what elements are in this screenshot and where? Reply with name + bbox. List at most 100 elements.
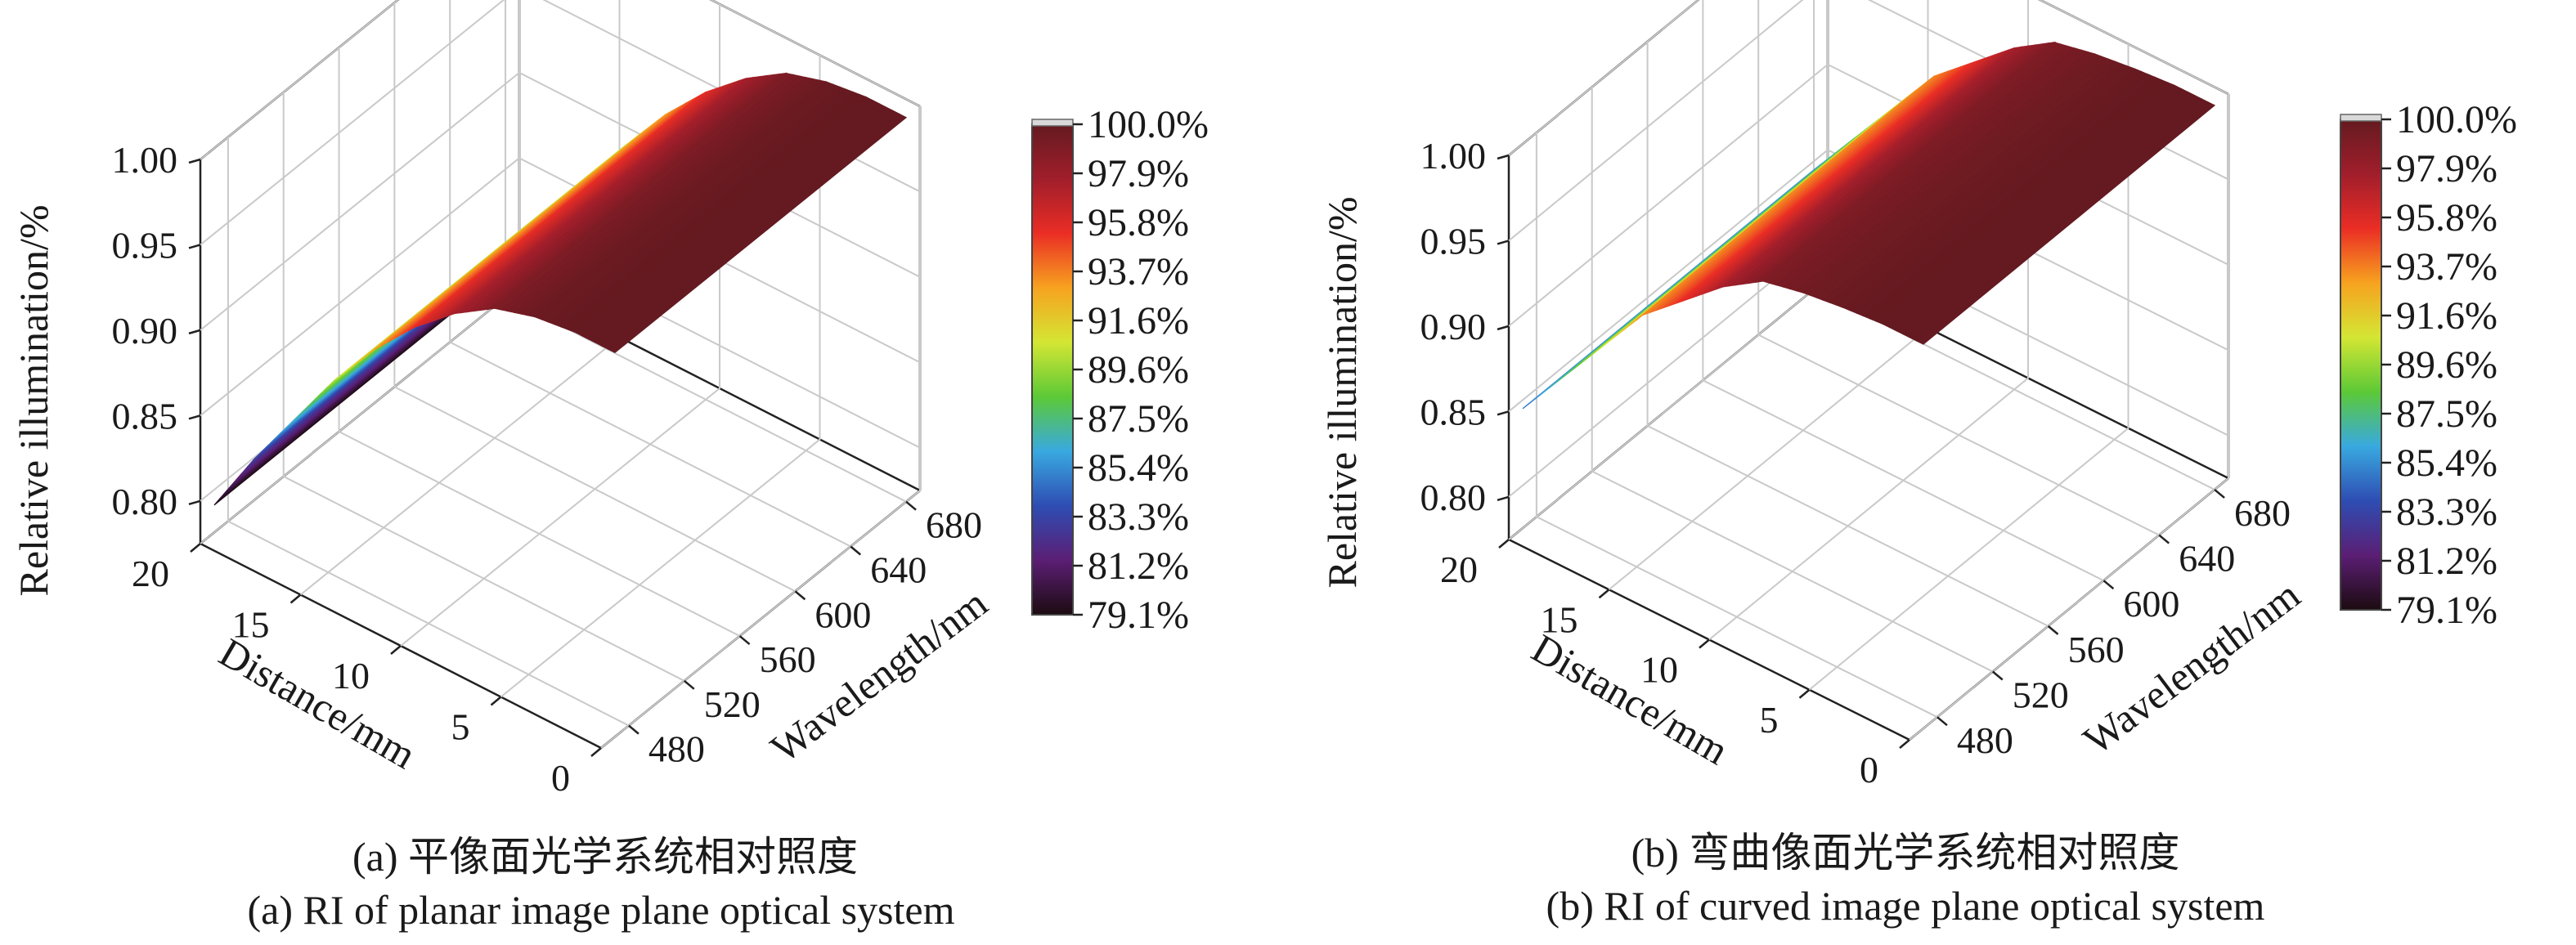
- illumination-surface: [1522, 41, 2216, 410]
- x-tick-label: 10: [1640, 649, 1678, 691]
- colorbar-tick-label: 81.2%: [2396, 540, 2497, 583]
- colorbar-tick-label: 100.0%: [1088, 103, 1209, 146]
- colorbar-tick-label: 79.1%: [1088, 593, 1189, 637]
- y-tick-label: 640: [870, 549, 927, 590]
- colorbar-tick-label: 87.5%: [2396, 392, 2497, 436]
- grid-line-y: [1757, 0, 2160, 536]
- colorbar-tick-label: 79.1%: [2396, 589, 2497, 632]
- x-axis-label: Distance/mm: [1524, 625, 1736, 773]
- y-tick-mark: [1936, 716, 1948, 727]
- z-tick-label: 0.85: [1420, 391, 1487, 432]
- axis-edge: [200, 0, 400, 160]
- y-tick-mark: [2047, 625, 2059, 635]
- z-tick-mark: [1497, 410, 1510, 416]
- y-tick-mark: [1991, 670, 2004, 681]
- x-tick-label: 15: [232, 604, 270, 646]
- colorbar-tick-label: 97.9%: [1088, 152, 1189, 195]
- grid-line-z: [200, 0, 921, 160]
- z-tick-label: 0.90: [112, 310, 178, 352]
- colorbar-gradient: [1031, 123, 1074, 616]
- y-tick-mark: [738, 635, 751, 646]
- x-tick-label: 5: [1760, 699, 1779, 741]
- colorbar-tick-label: 91.6%: [1088, 299, 1189, 343]
- grid-line-y: [449, 0, 851, 548]
- panel-a: 1.00 0.95 0.90 0.85 0.80 20 15 10 5 0 680640600560…: [11, 0, 1209, 933]
- colorbar-tick-label: 85.4%: [1088, 446, 1189, 490]
- y-tick-mark: [794, 590, 806, 601]
- tick-labels: 1.00 0.95 0.90 0.85 0.80 20 15 10 5 0 680640600560…: [112, 139, 983, 799]
- x-tick-mark: [289, 593, 302, 604]
- colorbar-tick-label: 87.5%: [1088, 397, 1189, 441]
- colorbar-tick-label: 93.7%: [1088, 250, 1189, 293]
- caption-english: (b) RI of curved image plane optical sys…: [1546, 883, 2265, 929]
- y-tick-label: 600: [815, 593, 871, 635]
- caption-english: (a) RI of planar image plane optical sys…: [248, 887, 955, 933]
- colorbar-tick-label: 95.8%: [2396, 196, 2497, 240]
- grid-line-y: [1702, 0, 2104, 582]
- x-tick-label: 20: [132, 553, 169, 594]
- illumination-surface: [213, 72, 908, 506]
- surface-patch: [607, 113, 908, 354]
- y-tick-label: 560: [2068, 629, 2125, 670]
- x-axis-label: Distance/mm: [212, 629, 424, 777]
- z-tick-mark: [1497, 240, 1510, 245]
- z-tick-label: 0.95: [1420, 220, 1487, 262]
- x-tick-label: 15: [1541, 598, 1578, 640]
- y-tick-label: 560: [760, 638, 816, 680]
- x-tick-label: 5: [451, 706, 470, 748]
- y-tick-label: 680: [926, 504, 982, 546]
- y-tick-mark: [905, 500, 917, 511]
- x-tick-label: 0: [1860, 749, 1878, 790]
- colorbar-tick-label: 93.7%: [2396, 245, 2497, 289]
- y-tick-mark: [2158, 534, 2170, 544]
- z-tick-mark: [188, 244, 201, 249]
- y-tick-mark: [2214, 488, 2225, 499]
- y-tick-label: 520: [704, 683, 761, 725]
- grid-line-y: [227, 137, 630, 727]
- z-tick-mark: [188, 329, 201, 335]
- x-tick-mark: [490, 696, 502, 706]
- z-tick-mark: [1497, 495, 1510, 501]
- caption-chinese: (b) 弯曲像面光学系统相对照度: [1631, 830, 2180, 876]
- z-tick-label: 0.95: [112, 224, 178, 266]
- y-tick-label: 600: [2123, 583, 2179, 625]
- y-tick-label: 520: [2013, 674, 2069, 716]
- y-tick-label: 680: [2234, 492, 2291, 534]
- x-tick-label: 20: [1440, 549, 1478, 590]
- y-tick-mark: [683, 679, 695, 690]
- x-tick-mark: [1699, 638, 1710, 649]
- grid-line-y: [393, 2, 796, 593]
- grid-line-y: [1591, 87, 1994, 673]
- z-tick-mark: [188, 499, 201, 505]
- z-tick-label: 0.85: [112, 395, 178, 437]
- colorbar: 100.0% 97.9% 95.8% 93.7% 91.6% 89.6% 87.5% 85.4…: [1031, 103, 1209, 637]
- surface-patch: [1915, 101, 2216, 345]
- z-tick-label: 1.00: [112, 139, 178, 181]
- y-tick-label: 480: [1957, 719, 2013, 761]
- grid-line-y: [1646, 41, 2049, 627]
- y-tick-label: 640: [2179, 538, 2235, 580]
- x-tick-mark: [390, 645, 402, 655]
- z-tick-label: 0.90: [1420, 306, 1487, 347]
- caption-chinese: (a) 平像面光学系统相对照度: [352, 834, 858, 880]
- x-tick-mark: [190, 543, 201, 553]
- z-tick-mark: [188, 414, 201, 420]
- z-axis-label: Relative illumination/%: [1319, 196, 1365, 588]
- panel-b: 1.00 0.95 0.90 0.85 0.80 20 15 10 5 0 680640600560…: [1319, 0, 2517, 929]
- z-tick-mark: [1497, 154, 1510, 160]
- axis-edge: [1508, 0, 1700, 156]
- x-tick-label: 0: [551, 757, 570, 799]
- grid-line-x: [1909, 94, 2229, 741]
- grid-line-y: [338, 47, 741, 637]
- grid-line-y: [282, 92, 685, 682]
- z-axis-label: Relative illumination/%: [11, 204, 56, 596]
- colorbar-tick-label: 97.9%: [2396, 147, 2497, 190]
- colorbar-tick-label: 95.8%: [1088, 201, 1189, 244]
- z-tick-mark: [1497, 325, 1510, 331]
- colorbar-cap: [1031, 119, 1074, 127]
- x-tick-mark: [1498, 539, 1510, 549]
- colorbar-tick-label: 85.4%: [2396, 441, 2497, 485]
- grid-line-x: [600, 106, 921, 749]
- x-tick-mark: [590, 747, 602, 757]
